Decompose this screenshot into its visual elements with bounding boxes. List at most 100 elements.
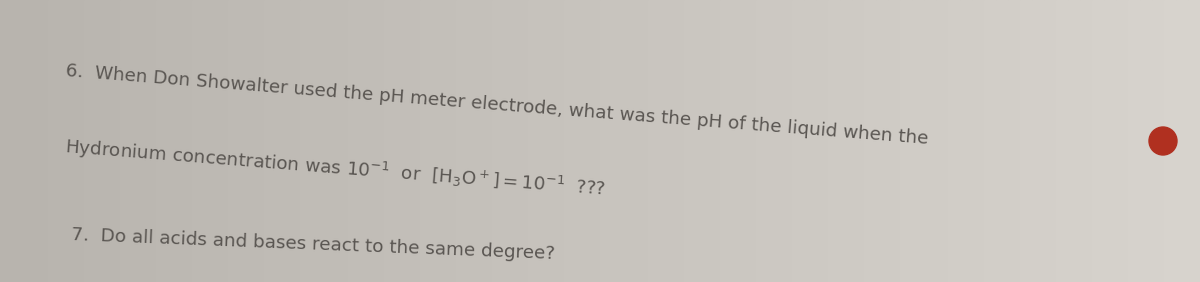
Bar: [216, 0, 228, 282]
Bar: [984, 0, 996, 282]
Bar: [648, 0, 660, 282]
Bar: [540, 0, 552, 282]
Bar: [468, 0, 480, 282]
Bar: [684, 0, 696, 282]
Bar: [264, 0, 276, 282]
Bar: [552, 0, 564, 282]
Bar: [360, 0, 372, 282]
Bar: [504, 0, 516, 282]
Bar: [1008, 0, 1020, 282]
Bar: [816, 0, 828, 282]
Bar: [948, 0, 960, 282]
Bar: [876, 0, 888, 282]
Bar: [1104, 0, 1116, 282]
Bar: [156, 0, 168, 282]
Text: Hydronium concentration was $10^{-1}$  or  $[\mathrm{H_3O^+}] = 10^{-1}$  ???: Hydronium concentration was $10^{-1}$ or…: [64, 135, 607, 202]
Bar: [588, 0, 600, 282]
Bar: [1068, 0, 1080, 282]
Bar: [1188, 0, 1200, 282]
Bar: [384, 0, 396, 282]
Bar: [900, 0, 912, 282]
Bar: [1032, 0, 1044, 282]
Bar: [708, 0, 720, 282]
Bar: [72, 0, 84, 282]
Bar: [852, 0, 864, 282]
Bar: [936, 0, 948, 282]
Bar: [300, 0, 312, 282]
Bar: [924, 0, 936, 282]
Bar: [276, 0, 288, 282]
Bar: [696, 0, 708, 282]
Bar: [528, 0, 540, 282]
Bar: [336, 0, 348, 282]
Bar: [792, 0, 804, 282]
Bar: [732, 0, 744, 282]
Bar: [48, 0, 60, 282]
Bar: [168, 0, 180, 282]
Bar: [24, 0, 36, 282]
Bar: [840, 0, 852, 282]
Bar: [516, 0, 528, 282]
Bar: [288, 0, 300, 282]
Bar: [864, 0, 876, 282]
Bar: [372, 0, 384, 282]
Bar: [252, 0, 264, 282]
Bar: [480, 0, 492, 282]
Bar: [888, 0, 900, 282]
Bar: [324, 0, 336, 282]
Bar: [444, 0, 456, 282]
Bar: [768, 0, 780, 282]
Bar: [576, 0, 588, 282]
Bar: [492, 0, 504, 282]
Bar: [780, 0, 792, 282]
Bar: [1128, 0, 1140, 282]
Bar: [744, 0, 756, 282]
Bar: [804, 0, 816, 282]
Bar: [456, 0, 468, 282]
Bar: [96, 0, 108, 282]
Bar: [672, 0, 684, 282]
Bar: [1044, 0, 1056, 282]
Bar: [0, 0, 12, 282]
Text: 6.  When Don Showalter used the pH meter electrode, what was the pH of the liqui: 6. When Don Showalter used the pH meter …: [65, 62, 929, 148]
Bar: [1176, 0, 1188, 282]
Bar: [36, 0, 48, 282]
Bar: [972, 0, 984, 282]
Bar: [12, 0, 24, 282]
Bar: [912, 0, 924, 282]
Bar: [84, 0, 96, 282]
Bar: [132, 0, 144, 282]
Bar: [312, 0, 324, 282]
Bar: [1020, 0, 1032, 282]
Bar: [204, 0, 216, 282]
Bar: [1056, 0, 1068, 282]
Bar: [636, 0, 648, 282]
Bar: [348, 0, 360, 282]
Bar: [144, 0, 156, 282]
Bar: [756, 0, 768, 282]
Bar: [228, 0, 240, 282]
Bar: [432, 0, 444, 282]
Bar: [1152, 0, 1164, 282]
Bar: [828, 0, 840, 282]
Bar: [420, 0, 432, 282]
Bar: [564, 0, 576, 282]
Bar: [120, 0, 132, 282]
Bar: [396, 0, 408, 282]
Bar: [624, 0, 636, 282]
Bar: [600, 0, 612, 282]
Bar: [240, 0, 252, 282]
Bar: [1140, 0, 1152, 282]
Bar: [612, 0, 624, 282]
Bar: [996, 0, 1008, 282]
Bar: [192, 0, 204, 282]
Bar: [660, 0, 672, 282]
Text: 7.  Do all acids and bases react to the same degree?: 7. Do all acids and bases react to the s…: [71, 226, 556, 263]
Bar: [960, 0, 972, 282]
Bar: [1092, 0, 1104, 282]
Bar: [1164, 0, 1176, 282]
Bar: [1116, 0, 1128, 282]
Bar: [1080, 0, 1092, 282]
Bar: [180, 0, 192, 282]
Bar: [720, 0, 732, 282]
